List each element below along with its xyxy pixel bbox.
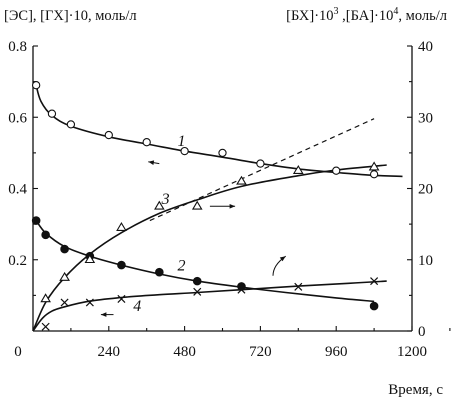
series-3-point — [40, 293, 51, 303]
series-3-point — [154, 200, 165, 210]
series-2-point — [192, 276, 202, 286]
series-2-point — [41, 230, 50, 240]
series-1-point — [218, 148, 227, 158]
series-4-point — [85, 298, 94, 307]
series-2-point — [155, 267, 164, 277]
series-1-point — [104, 130, 113, 140]
series-4-point — [370, 277, 379, 286]
series-markers — [31, 81, 380, 331]
right-y-tick-label: 0 — [418, 324, 426, 340]
x-tick-label: 480 — [173, 344, 196, 360]
series-3-point — [84, 254, 96, 264]
series-4-point — [60, 298, 69, 307]
right-axis-title-part: ,[БА]·10 — [339, 8, 394, 24]
right-axis-title-exp: 4 — [393, 6, 398, 17]
axis-hint-arrowhead — [279, 256, 286, 262]
series-4-point — [193, 287, 202, 296]
series-2-point — [31, 216, 41, 225]
ticks: 0 240 480 720 960 1200 0.2 0.4 0.6 0.8 0 10 20 30 40 — [8, 39, 451, 360]
axis-hint-arrows — [100, 160, 286, 317]
axis-hint-arrowhead — [100, 312, 107, 317]
right-axis-title-part: [БХ]·10 — [286, 8, 333, 24]
series-3-point — [236, 175, 247, 185]
series-4-line — [32, 280, 387, 332]
series-4-point — [41, 322, 50, 331]
left-y-tick-label: 0.8 — [8, 39, 27, 55]
series-3-point — [368, 161, 380, 171]
series-1-point — [256, 159, 265, 168]
series-lines — [32, 84, 403, 332]
series-2-point — [60, 244, 69, 254]
axis-hint-arrowhead — [148, 160, 155, 165]
left-y-tick-label: 0.6 — [8, 110, 27, 126]
right-axis-title: [БХ]·103 ,[БА]·104, моль/л — [286, 6, 447, 24]
series-3-point — [292, 165, 304, 174]
series-1-point — [32, 81, 41, 90]
right-y-tick-label: 30 — [418, 110, 433, 126]
right-y-tick-label: 10 — [418, 253, 433, 269]
series-4-point — [294, 282, 303, 291]
series-1-label: 1 — [177, 133, 185, 150]
series-2-point — [369, 301, 379, 311]
right-axis-title-part: , моль/л — [398, 8, 447, 24]
series-3-point — [116, 222, 127, 231]
axes — [32, 46, 413, 332]
series-1-point — [142, 138, 151, 147]
series-3-point — [59, 271, 70, 281]
right-y-tick-label: 40 — [418, 39, 433, 55]
series-3-label: 3 — [161, 191, 170, 208]
series-3-line — [32, 164, 387, 332]
series-1-point — [66, 120, 76, 129]
series-4-point — [117, 294, 126, 303]
left-axis-title: [ЭС], [ГХ]·10, моль/л — [4, 8, 137, 24]
x-tick-label: 960 — [325, 344, 348, 360]
x-tick-label: 240 — [98, 344, 121, 360]
x-tick-label: 1200 — [397, 344, 427, 360]
series-1-point — [369, 170, 379, 179]
series-2-point — [117, 260, 126, 270]
series-4-point — [237, 285, 246, 294]
series-2-label: 2 — [177, 257, 185, 274]
right-axis-title-exp: 3 — [334, 6, 339, 17]
series-1-point — [332, 166, 341, 175]
series-1-point — [47, 109, 57, 118]
left-y-tick-label: 0.4 — [8, 182, 27, 198]
series-1-point — [180, 146, 189, 156]
x-tick-label: 720 — [249, 344, 272, 360]
series-4-label: 4 — [133, 298, 141, 315]
right-y-tick-label: 20 — [418, 182, 433, 198]
x-tick-label: 0 — [14, 344, 22, 360]
left-y-tick-label: 0.2 — [8, 253, 27, 269]
text-labels: [ЭС], [ГХ]·10, моль/л [БХ]·103 ,[БА]·104… — [4, 6, 447, 398]
axis-hint-arrowhead — [229, 204, 236, 209]
x-axis-title: Время, с — [388, 382, 443, 398]
series-3-point — [191, 200, 203, 210]
